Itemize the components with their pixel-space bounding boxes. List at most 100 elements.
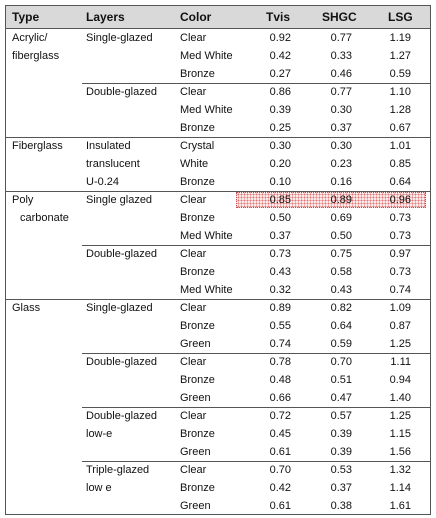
value-cell: 0.73 [269, 248, 291, 260]
value-cell: 0.72 [269, 410, 291, 422]
value-cell: 1.25 [389, 338, 411, 350]
value-cell: 0.39 [269, 104, 291, 116]
column-header: SHGC [322, 10, 357, 24]
value-cell: 0.97 [389, 248, 411, 260]
type-label: Glass [12, 302, 41, 314]
value-cell: 1.56 [389, 446, 411, 458]
layers-label: Single-glazed [86, 302, 153, 314]
layers-label: low e [86, 482, 112, 494]
color-cell: Green [180, 500, 211, 512]
value-cell: 0.50 [269, 212, 291, 224]
layers-label: low-e [86, 428, 113, 440]
layers-label: Double-glazed [86, 410, 157, 422]
value-cell: 0.67 [389, 122, 411, 134]
value-cell: 0.30 [269, 140, 291, 152]
value-cell: 0.64 [330, 320, 352, 332]
value-cell: 0.69 [330, 212, 352, 224]
layers-label: Double-glazed [86, 248, 157, 260]
value-cell: 0.33 [330, 50, 352, 62]
value-cell: 0.74 [269, 338, 291, 350]
layers-label: Single glazed [86, 194, 153, 206]
layers-label: Insulated [86, 140, 131, 152]
value-cell: 0.27 [269, 68, 291, 80]
value-cell: 1.40 [389, 392, 411, 404]
table-frame [5, 5, 431, 515]
value-cell: 0.58 [330, 266, 352, 278]
value-cell: 0.64 [389, 176, 411, 188]
value-cell: 0.50 [330, 230, 352, 242]
color-cell: Clear [180, 410, 207, 422]
value-cell: 0.38 [330, 500, 352, 512]
column-header: LSG [388, 10, 413, 24]
color-cell: Med White [180, 104, 233, 116]
section-divider [82, 245, 430, 246]
value-cell: 0.75 [330, 248, 352, 260]
value-cell: 0.70 [330, 356, 352, 368]
color-cell: Green [180, 392, 211, 404]
value-cell: 0.30 [330, 104, 352, 116]
value-cell: 0.85 [269, 194, 291, 206]
color-cell: Bronze [180, 428, 215, 440]
color-cell: Bronze [180, 176, 215, 188]
color-cell: Clear [180, 248, 207, 260]
value-cell: 1.27 [389, 50, 411, 62]
value-cell: 1.28 [389, 104, 411, 116]
value-cell: 0.86 [269, 86, 291, 98]
value-cell: 0.43 [269, 266, 291, 278]
value-cell: 0.92 [269, 32, 291, 44]
color-cell: Clear [180, 86, 207, 98]
color-cell: Green [180, 338, 211, 350]
group-divider [5, 299, 430, 300]
value-cell: 1.61 [389, 500, 411, 512]
type-label: Fiberglass [12, 140, 63, 152]
value-cell: 0.85 [389, 158, 411, 170]
value-cell: 0.42 [269, 50, 291, 62]
color-cell: Clear [180, 302, 207, 314]
value-cell: 0.70 [269, 464, 291, 476]
layers-label: Double-glazed [86, 86, 157, 98]
group-divider [5, 137, 430, 138]
value-cell: 0.46 [330, 68, 352, 80]
value-cell: 1.11 [390, 356, 411, 368]
value-cell: 0.43 [330, 284, 352, 296]
value-cell: 0.42 [269, 482, 291, 494]
value-cell: 1.32 [389, 464, 411, 476]
color-cell: Bronze [180, 266, 215, 278]
section-divider [82, 353, 430, 354]
layers-label: Single-glazed [86, 32, 153, 44]
value-cell: 0.94 [389, 374, 411, 386]
value-cell: 1.14 [389, 482, 411, 494]
value-cell: 0.87 [389, 320, 411, 332]
value-cell: 1.19 [389, 32, 411, 44]
value-cell: 0.59 [330, 338, 352, 350]
value-cell: 1.09 [389, 302, 411, 314]
value-cell: 0.39 [330, 428, 352, 440]
section-divider [82, 407, 430, 408]
value-cell: 0.77 [330, 32, 352, 44]
value-cell: 0.53 [330, 464, 352, 476]
value-cell: 0.82 [330, 302, 352, 314]
type-label: Acrylic/ [12, 32, 48, 44]
value-cell: 0.73 [389, 230, 411, 242]
value-cell: 0.37 [330, 482, 352, 494]
color-cell: Bronze [180, 212, 215, 224]
value-cell: 1.10 [389, 86, 411, 98]
value-cell: 0.89 [330, 194, 352, 206]
value-cell: 0.96 [389, 194, 411, 206]
value-cell: 1.15 [389, 428, 411, 440]
value-cell: 0.78 [269, 356, 291, 368]
value-cell: 0.55 [269, 320, 291, 332]
value-cell: 0.39 [330, 446, 352, 458]
column-header: Layers [86, 10, 125, 24]
column-header: Type [12, 10, 40, 24]
header-background [6, 6, 430, 29]
value-cell: 0.59 [389, 68, 411, 80]
color-cell: Clear [180, 32, 207, 44]
value-cell: 1.25 [389, 410, 411, 422]
color-cell: Clear [180, 356, 207, 368]
value-cell: 0.23 [330, 158, 352, 170]
color-cell: Bronze [180, 68, 215, 80]
type-label: Poly [12, 194, 34, 206]
type-label: carbonate [20, 212, 69, 224]
layers-label: U-0.24 [86, 176, 120, 188]
